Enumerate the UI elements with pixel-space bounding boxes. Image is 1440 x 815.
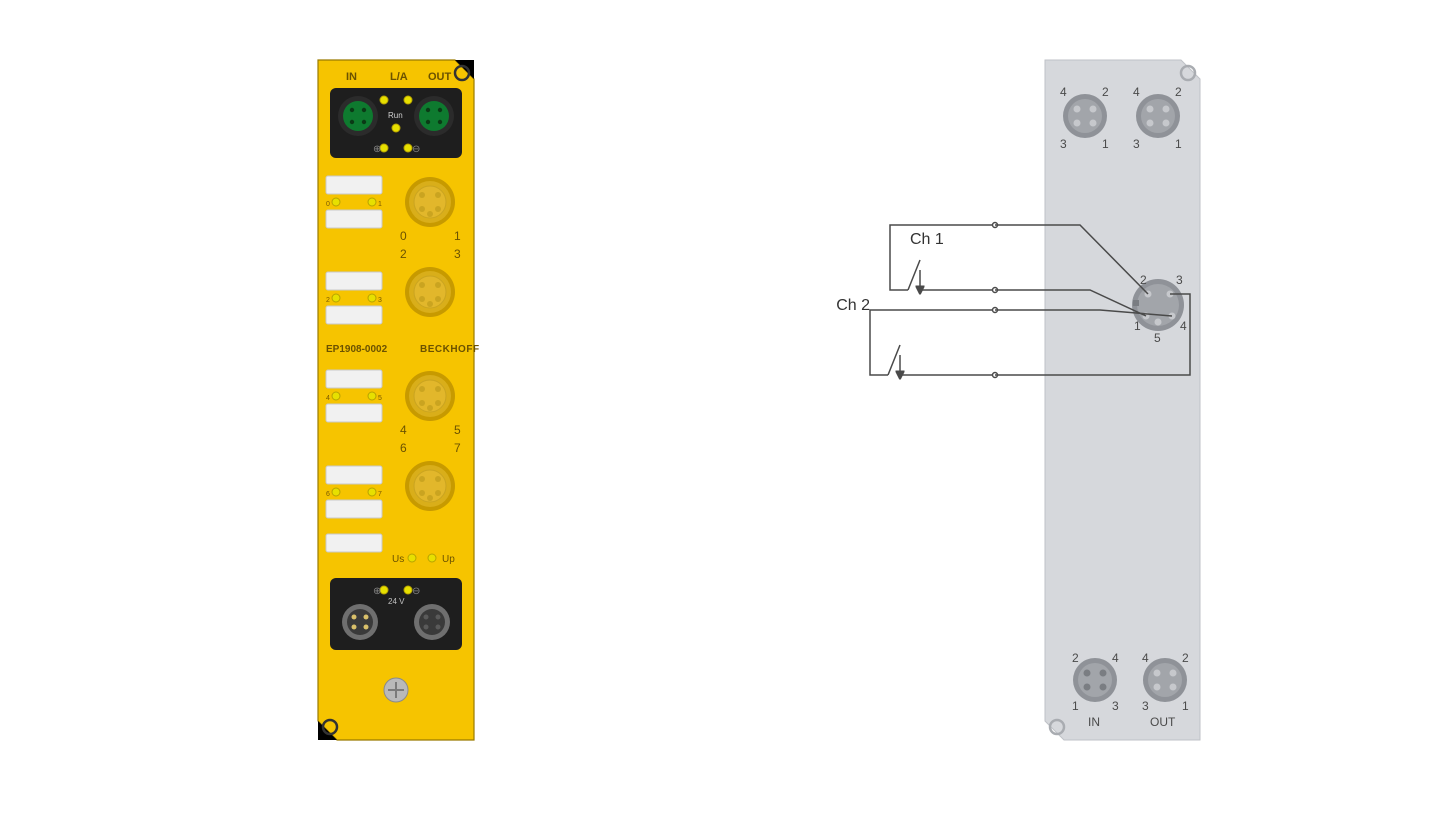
schematic-bottom-in-label: IN	[1088, 715, 1100, 729]
svg-text:⊕: ⊕	[373, 144, 381, 155]
label-24v: 24 V	[388, 597, 405, 606]
svg-text:4: 4	[1133, 85, 1140, 99]
ch2-label: Ch 2	[836, 297, 870, 314]
power-in-connector	[342, 604, 378, 640]
svg-text:4: 4	[1112, 651, 1119, 665]
svg-text:4: 4	[1180, 319, 1187, 333]
svg-text:3: 3	[1060, 137, 1067, 151]
label-up: Up	[442, 554, 455, 565]
svg-text:1: 1	[454, 229, 461, 243]
label-out: OUT	[428, 71, 452, 83]
svg-text:0: 0	[326, 201, 330, 208]
svg-text:5: 5	[454, 423, 461, 437]
svg-text:3: 3	[1142, 699, 1149, 713]
label-in: IN	[346, 71, 357, 83]
led-us	[408, 554, 416, 562]
schematic-bottom-connector-left	[1073, 658, 1117, 702]
power-out-connector	[414, 604, 450, 640]
svg-text:7: 7	[378, 491, 382, 498]
svg-text:2: 2	[326, 297, 330, 304]
svg-text:3: 3	[1176, 273, 1183, 287]
svg-text:1: 1	[1134, 319, 1141, 333]
svg-text:2: 2	[1175, 85, 1182, 99]
schematic-panel: 4 2 3 1 4 2 3 1 2 3 1 4 5 2 4 1 3 IN	[1045, 60, 1200, 740]
brand-label: BECKHOFF	[420, 344, 480, 355]
svg-text:7: 7	[454, 441, 461, 455]
svg-text:2: 2	[1102, 85, 1109, 99]
led-run	[392, 124, 400, 132]
svg-text:1: 1	[1175, 137, 1182, 151]
svg-text:4: 4	[400, 423, 407, 437]
svg-text:3: 3	[378, 297, 382, 304]
svg-text:6: 6	[326, 491, 330, 498]
svg-text:1: 1	[1102, 137, 1109, 151]
svg-text:6: 6	[400, 441, 407, 455]
svg-text:5: 5	[378, 395, 382, 402]
svg-text:1: 1	[378, 201, 382, 208]
product-module: IN L/A OUT Run ⊕ ⊖ 0 1 0 1	[318, 60, 480, 740]
schematic-bottom-out-label: OUT	[1150, 715, 1176, 729]
svg-text:3: 3	[1112, 699, 1119, 713]
svg-text:4: 4	[1142, 651, 1149, 665]
schematic-bottom-connector-right	[1143, 658, 1187, 702]
led-la-in	[380, 96, 388, 104]
ch1-label: Ch 1	[910, 231, 944, 248]
svg-text:2: 2	[1182, 651, 1189, 665]
label-us: Us	[392, 554, 404, 565]
svg-text:2: 2	[1140, 273, 1147, 287]
svg-text:5: 5	[1154, 331, 1161, 345]
svg-text:2: 2	[400, 247, 407, 261]
svg-text:2: 2	[1072, 651, 1079, 665]
led-up	[428, 554, 436, 562]
schematic-top-connector-right	[1136, 94, 1180, 138]
label-la: L/A	[390, 71, 408, 83]
ethercat-out-connector	[414, 96, 454, 136]
svg-text:3: 3	[454, 247, 461, 261]
svg-text:1: 1	[1182, 699, 1189, 713]
svg-text:⊖: ⊖	[412, 144, 420, 155]
svg-text:4: 4	[326, 395, 330, 402]
svg-text:0: 0	[400, 229, 407, 243]
led-la-out	[404, 96, 412, 104]
model-number: EP1908-0002	[326, 344, 388, 355]
schematic-top-connector-left	[1063, 94, 1107, 138]
svg-text:4: 4	[1060, 85, 1067, 99]
ethercat-in-connector	[338, 96, 378, 136]
svg-text:1: 1	[1072, 699, 1079, 713]
svg-text:⊕: ⊕	[373, 586, 381, 597]
svg-text:3: 3	[1133, 137, 1140, 151]
label-run: Run	[388, 111, 403, 120]
svg-text:⊖: ⊖	[412, 586, 420, 597]
